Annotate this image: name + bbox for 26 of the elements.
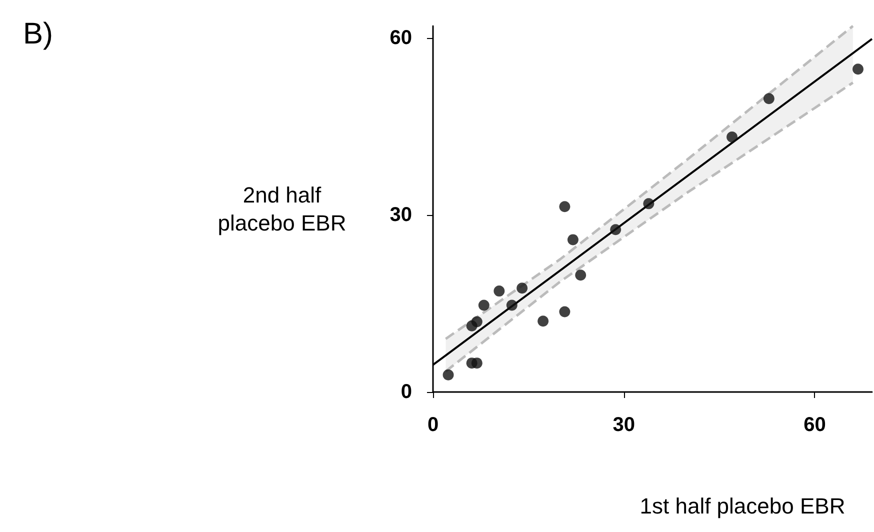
point [471,316,482,328]
point [559,201,570,212]
y-tick-label: 30 [390,204,412,226]
point [763,93,774,104]
point [478,300,490,311]
x-tick-label: 60 [804,414,826,436]
point [610,224,622,236]
point [494,286,505,297]
text: B) [23,18,53,50]
point [471,358,482,369]
point [643,198,654,210]
x-tick-label: 0 [427,414,439,436]
y-tick-label: 60 [390,26,412,49]
y-axis-title: 2nd half placebo EBR [218,182,346,236]
point [506,300,518,311]
point [559,306,570,318]
y-tick-label: 0 [400,381,412,403]
point [538,316,549,327]
point [726,131,738,142]
point [575,270,586,281]
x-axis-title: 1st half placebo EBR [640,494,846,518]
x-tick-label: 30 [612,414,635,436]
point [567,234,578,246]
point [442,369,454,380]
point [852,64,864,75]
point [516,282,528,294]
